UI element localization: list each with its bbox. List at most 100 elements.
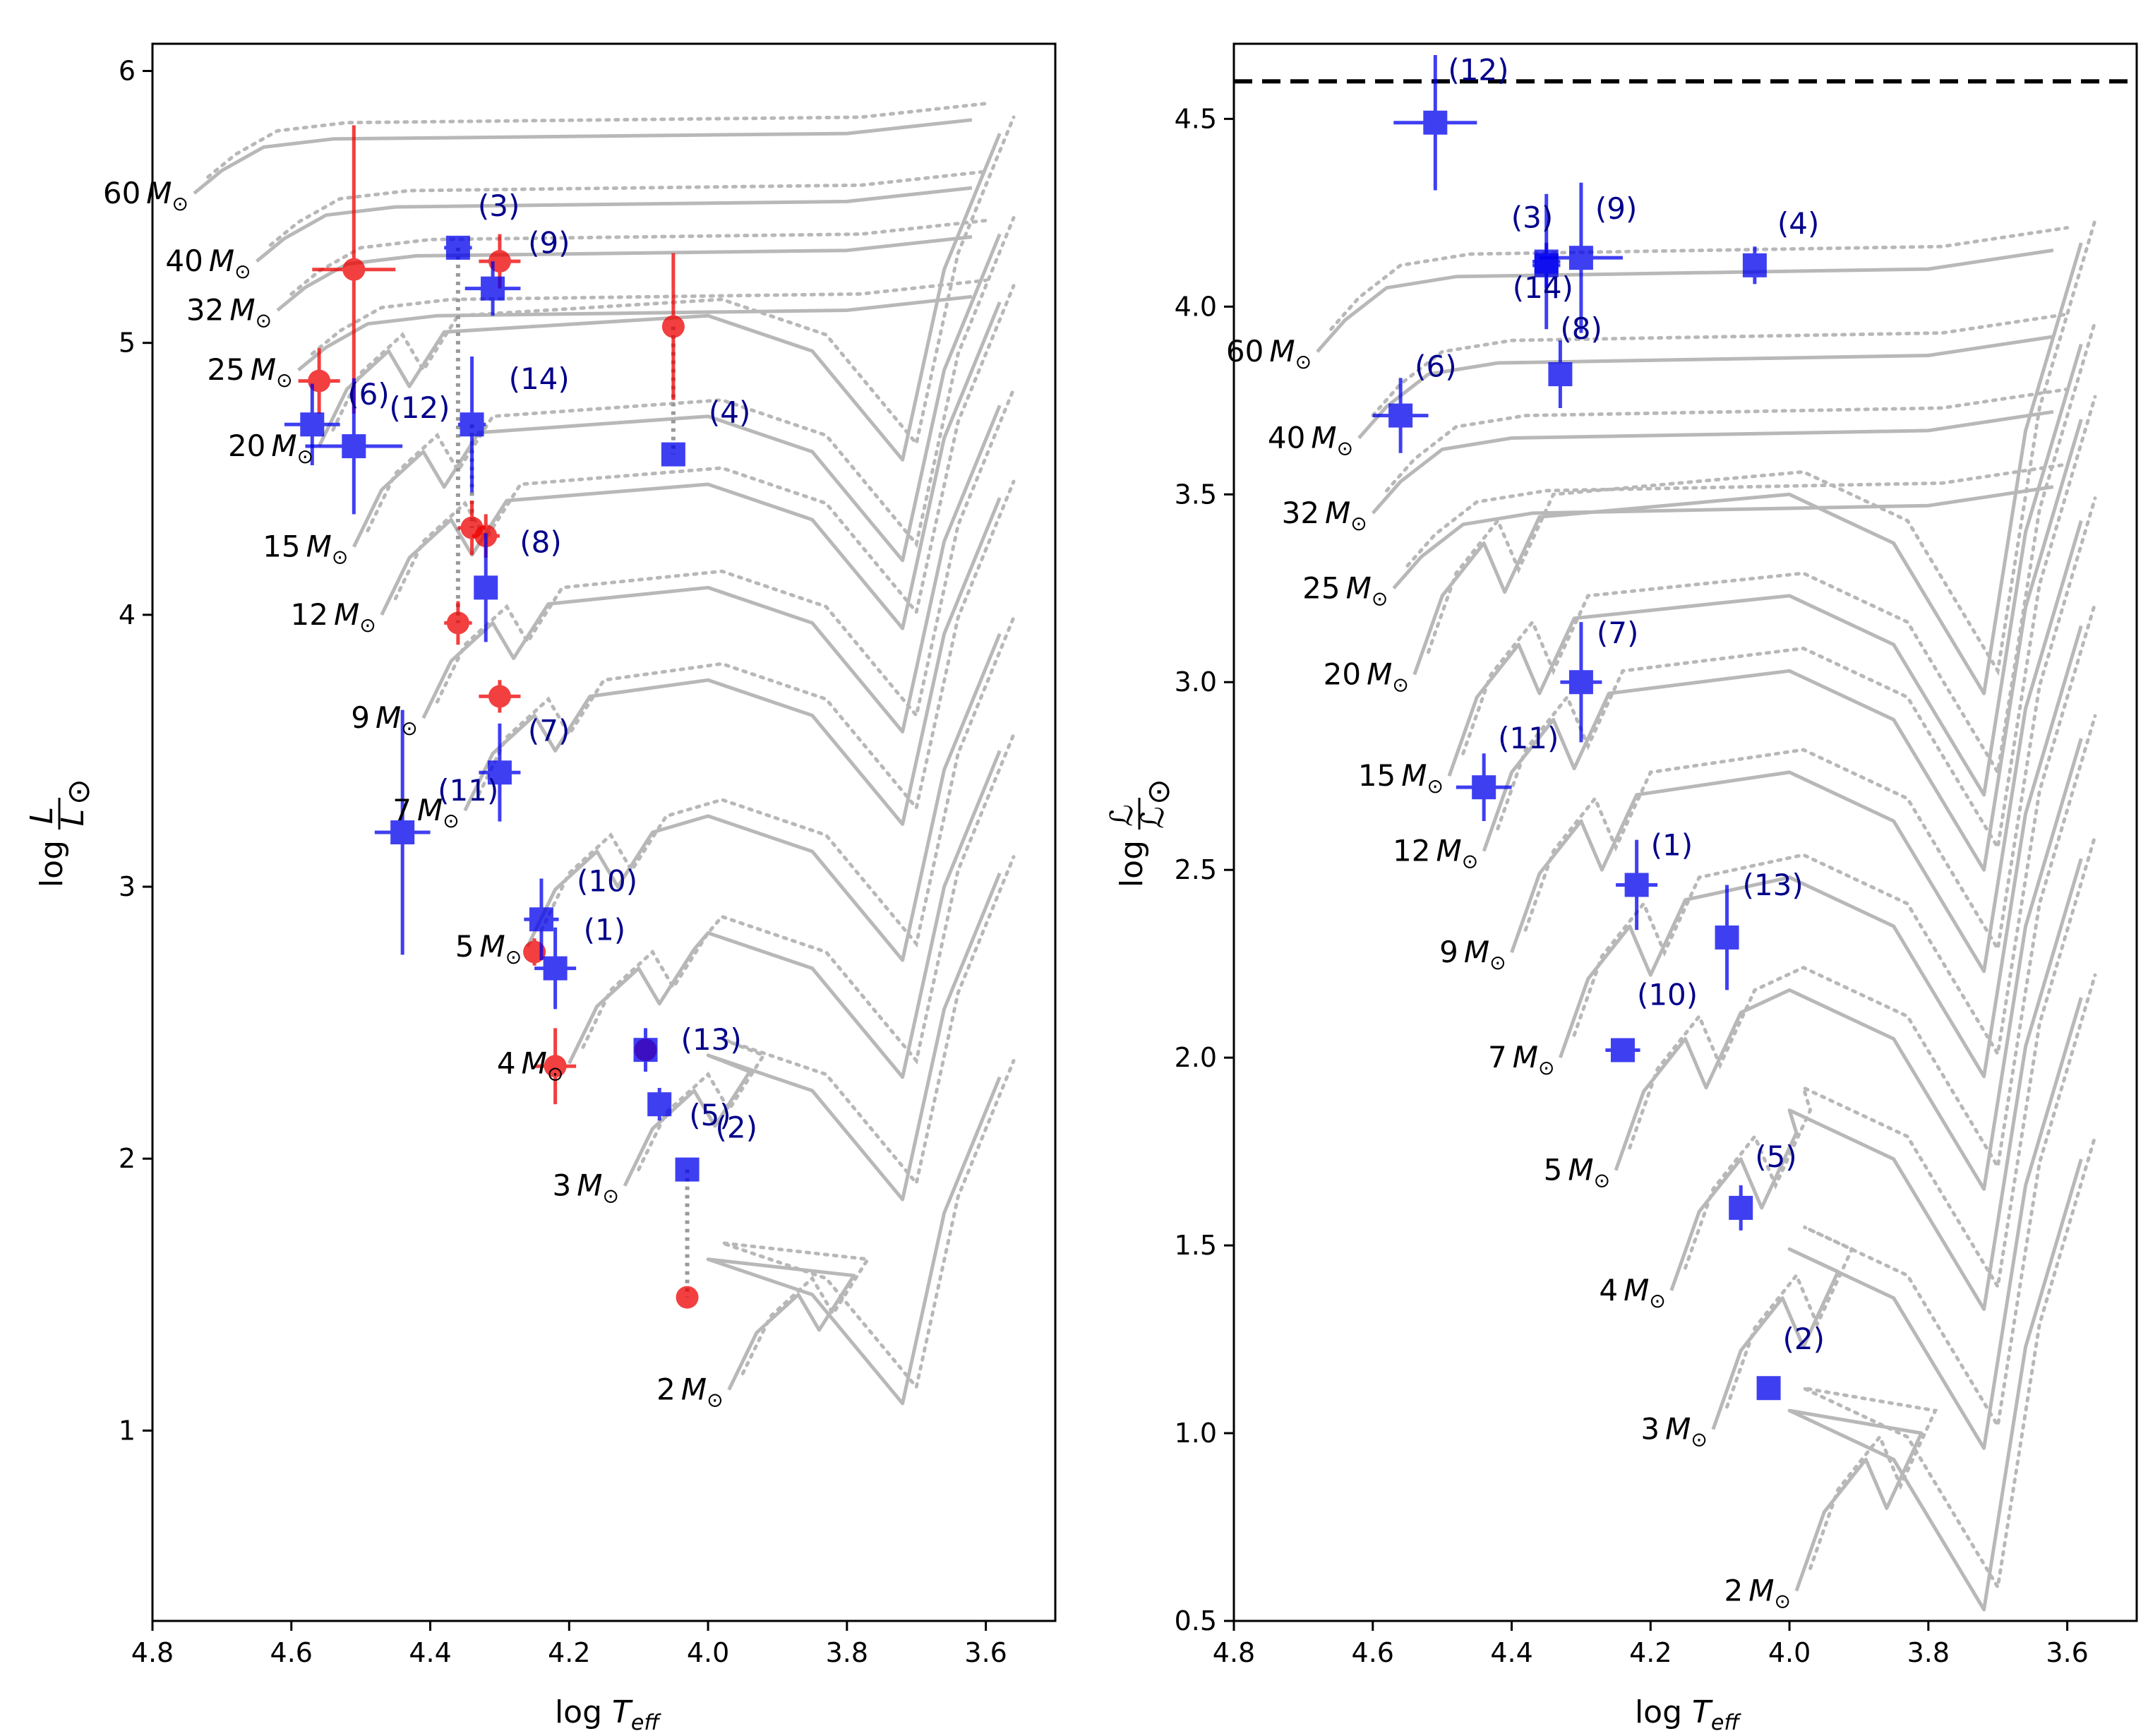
right-blue-star-4: [1729, 1185, 1753, 1231]
right-track-20-rotating: [1427, 218, 2097, 676]
right-star-id-label: (14): [1513, 270, 1573, 305]
left-mass-label-40: 40 M⊙: [165, 244, 251, 283]
left-red-star-marker: [446, 611, 469, 635]
right-blue-star-9: [1605, 1038, 1640, 1062]
right-mass-label-15: 15 M⊙: [1358, 758, 1444, 798]
left-mass-label-60: 60 M⊙: [103, 176, 188, 215]
right-track-32: [1371, 409, 2054, 515]
left-star-id-label: (3): [478, 188, 520, 223]
left-star-id-label: (5): [689, 1098, 731, 1132]
right-mass-label-25: 25 M⊙: [1302, 570, 1388, 610]
right-blue-star-12: [1715, 885, 1739, 990]
left-track-20: [317, 133, 1002, 462]
left-track-25: [297, 294, 973, 372]
left-track-5-rotating: [539, 616, 1016, 948]
right-track-5-rotating: [1628, 714, 2097, 1172]
right-track-15: [1447, 343, 2083, 797]
left-blue-star-marker: [543, 956, 568, 981]
right-mass-label-3: 3 M⊙: [1640, 1412, 1707, 1451]
left-xtick-label: 4.0: [687, 1637, 729, 1668]
right-blue-star-13: [1532, 242, 1561, 288]
right-star-id-label: (12): [1448, 53, 1508, 88]
svg-text:L: L: [55, 809, 91, 827]
left-blue-star-marker: [445, 235, 470, 260]
right-blue-star-6: [1560, 622, 1602, 743]
right-blue-star-5: [1372, 378, 1429, 453]
left-track-15-rotating: [366, 216, 1016, 549]
right-blue-star-marker: [1624, 873, 1649, 897]
svg-text:⊙: ⊙: [1141, 779, 1177, 805]
left-blue-star-marker: [481, 276, 505, 301]
right-ytick-label: 2.0: [1175, 1042, 1217, 1073]
right-plot-area: [1234, 54, 2137, 1612]
svg-text:L: L: [24, 807, 60, 825]
right-mass-label-32: 32 M⊙: [1282, 496, 1367, 535]
right-star-id-label: (13): [1743, 868, 1804, 902]
right-star-id-label: (10): [1637, 978, 1698, 1012]
left-ytick-label: 4: [119, 599, 136, 630]
right-ytick-label: 0.5: [1175, 1605, 1217, 1636]
right-ytick-label: 3.0: [1175, 666, 1217, 698]
left-xtick-label: 4.6: [270, 1637, 313, 1668]
left-panel: (1) (2) (3) (4) (5) (6) (7) (8) (9) (10) (11) (12) (…: [103, 42, 1057, 1668]
right-mass-label-2: 2 M⊙: [1724, 1573, 1790, 1612]
right-blue-star-marker: [1756, 1376, 1781, 1401]
right-axes-frame: [1232, 42, 2138, 1622]
right-xlabel: log Teff: [1635, 1694, 1741, 1735]
left-blue-star-0: [534, 927, 577, 1010]
left-ytick-label: 2: [119, 1143, 136, 1174]
right-blue-star-marker: [1729, 1195, 1753, 1220]
right-track-2-rotating: [1802, 1135, 2097, 1593]
right-mass-label-20: 20 M⊙: [1324, 657, 1409, 697]
right-track-4: [1669, 858, 2083, 1311]
left-mass-label-4: 4 M⊙: [497, 1046, 563, 1085]
left-track-40-rotating: [268, 169, 988, 247]
right-xtick-label: 4.8: [1213, 1637, 1255, 1668]
right-blue-star-marker: [1472, 775, 1496, 800]
left-track-32: [276, 235, 973, 312]
right-track-9: [1510, 520, 2083, 974]
left-red-star-7: [479, 680, 521, 713]
left-track-12-rotating: [393, 284, 1016, 616]
left-ytick-label: 6: [119, 56, 136, 87]
left-track-32-rotating: [289, 218, 988, 296]
right-star-id-label: (7): [1597, 616, 1639, 650]
right-xtick-label: 3.6: [2046, 1637, 2088, 1668]
left-ytick-label: 3: [119, 871, 136, 902]
left-blue-star-7: [474, 533, 498, 642]
left-star-id-label: (10): [577, 863, 637, 898]
left-star-id-label: (9): [528, 226, 570, 261]
left-track-7: [463, 497, 1002, 826]
left-mass-label-20: 20 M⊙: [228, 429, 313, 468]
left-ytick-label: 1: [119, 1415, 136, 1446]
left-blue-star-marker: [633, 1038, 658, 1062]
right-track-7: [1559, 625, 2083, 1079]
svg-text:ℒ: ℒ: [1135, 806, 1171, 829]
right-mass-label-7: 7 M⊙: [1488, 1040, 1554, 1079]
left-blue-star-6: [479, 723, 521, 822]
right-panel: (1) (2) (3) (4) (5) (6) (7) (8) (9) (10) (11) (12) (…: [1175, 42, 2138, 1668]
left-red-star-9: [534, 1028, 577, 1105]
left-blue-star-marker: [474, 575, 498, 600]
left-blue-star-marker: [675, 1157, 700, 1182]
axis-titles: log Teff log Teff log L L ⊙ log ℒ ℒ ⊙: [24, 779, 1741, 1735]
left-mass-label-7: 7 M⊙: [392, 793, 459, 832]
right-blue-star-1: [1756, 1376, 1781, 1401]
left-blue-star-8: [464, 261, 521, 316]
right-blue-star-marker: [1423, 110, 1448, 135]
left-mass-label-2: 2 M⊙: [656, 1372, 723, 1412]
left-mass-label-12: 12 M⊙: [290, 597, 376, 637]
left-blue-star-marker: [390, 820, 415, 844]
left-xlabel: log Teff: [555, 1694, 661, 1735]
left-track-2-rotating: [721, 1059, 1016, 1391]
right-xtick-label: 3.8: [1907, 1637, 1950, 1668]
right-ytick-label: 1.5: [1175, 1230, 1217, 1261]
left-track-7-rotating: [476, 479, 1016, 812]
right-track-12: [1482, 419, 2083, 872]
left-xtick-label: 4.4: [409, 1637, 451, 1668]
right-mass-label-40: 40 M⊙: [1268, 421, 1353, 460]
right-xtick-label: 4.6: [1352, 1637, 1394, 1668]
right-star-id-label: (11): [1498, 721, 1559, 755]
left-mass-label-32: 32 M⊙: [186, 292, 272, 332]
